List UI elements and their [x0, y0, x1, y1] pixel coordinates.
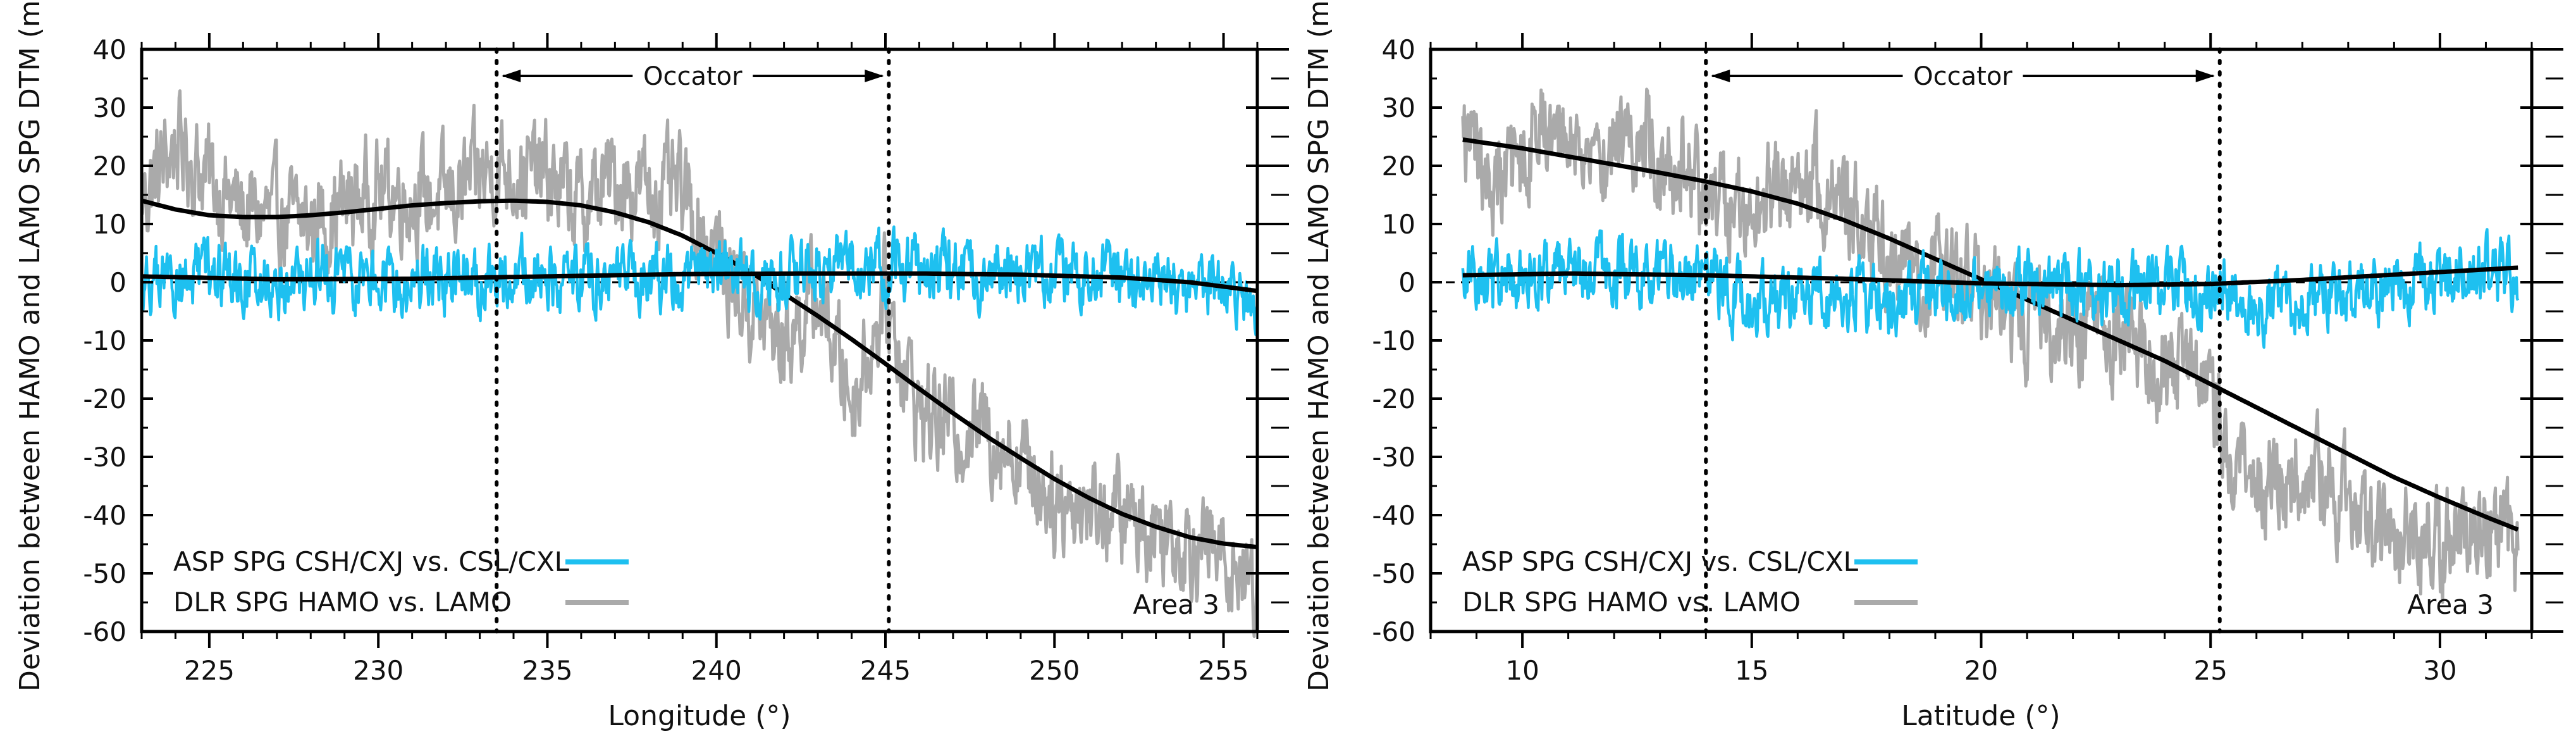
y-tick-label: -20 [83, 383, 126, 414]
y-tick-label: -40 [83, 500, 126, 531]
occator-region: Occator [1704, 47, 2222, 633]
y-tick-label: 20 [1382, 151, 1415, 182]
y-tick-label: 10 [93, 209, 126, 240]
x-tick-label: 225 [184, 655, 235, 686]
y-tick-label: -30 [83, 442, 126, 473]
series-3 [1462, 265, 2518, 288]
x-axis-label: Longitude (°) [608, 700, 791, 732]
arrowhead-left-icon [1711, 70, 1730, 82]
series-1 [141, 198, 1258, 550]
y-tick-label: 30 [1382, 92, 1415, 123]
x-axis-label: Latitude (°) [1901, 700, 2060, 732]
arrowhead-right-icon [2195, 70, 2215, 82]
x-tick-label: 250 [1029, 655, 1080, 686]
x-tick-label: 15 [1735, 655, 1768, 686]
area-label: Area 3 [2407, 589, 2494, 620]
y-tick-label: -60 [1372, 616, 1415, 647]
x-axis: 225 230 235 240 245 250 255 [140, 33, 1259, 686]
occator-label: Occator [1913, 62, 2012, 91]
chart-longitude: Occator -60 -50 -40 -30 -20 -10 0 10 20 30 40 225 230… [14, 0, 1289, 732]
legend-label: ASP SPG CSH/CXJ vs. CSL/CXL [1462, 546, 1859, 577]
y-tick-label: -40 [1372, 500, 1415, 531]
arrowhead-left-icon [502, 70, 521, 82]
x-tick-label: 255 [1198, 655, 1248, 686]
legend: ASP SPG CSH/CXJ vs. CSL/CXL DLR SPG HAMO … [173, 546, 629, 618]
y-tick-label: -50 [1372, 558, 1415, 589]
occator-region: Occator [495, 47, 891, 633]
chart-latitude: Occator -60 -50 -40 -30 -20 -10 0 10 20 30 40 10 15 20… [1303, 0, 2563, 732]
arrowhead-right-icon [865, 70, 884, 82]
x-tick-label: 25 [2193, 655, 2227, 686]
x-tick-label: 30 [2423, 655, 2456, 686]
y-tick-label: 0 [109, 267, 126, 298]
y-tick-label: -60 [83, 616, 126, 647]
y-tick-label: 40 [1382, 34, 1415, 65]
series-2 [1461, 228, 2520, 349]
y-tick-label: 20 [93, 151, 126, 182]
legend-label: DLR SPG HAMO vs. LAMO [173, 587, 512, 618]
occator-label: Occator [643, 62, 743, 91]
x-tick-label: 10 [1505, 655, 1539, 686]
fit-line-3 [1462, 265, 2518, 288]
y-tick-label: 30 [93, 92, 126, 123]
fit-line-3 [141, 271, 1258, 294]
y-tick-label: -30 [1372, 442, 1415, 473]
y-tick-label: 40 [93, 34, 126, 65]
y-axis: -60 -50 -40 -30 -20 -10 0 10 20 30 40 [1372, 34, 2563, 647]
x-tick-label: 245 [860, 655, 911, 686]
x-axis: 10 15 20 25 30 [1429, 33, 2533, 686]
series-3 [141, 271, 1258, 294]
y-tick-label: 10 [1382, 209, 1415, 240]
y-tick-label: -50 [83, 558, 126, 589]
y-tick-label: 0 [1398, 267, 1415, 298]
area-label: Area 3 [1133, 589, 1219, 620]
legend-label: DLR SPG HAMO vs. LAMO [1462, 587, 1801, 618]
legend-label: ASP SPG CSH/CXJ vs. CSL/CXL [173, 546, 570, 577]
x-tick-label: 20 [1964, 655, 1998, 686]
y-tick-label: -20 [1372, 383, 1415, 414]
y-axis-label: Deviation between HAMO and LAMO SPG DTM … [1303, 0, 1335, 692]
fit-line-1 [141, 198, 1258, 550]
x-tick-label: 235 [522, 655, 572, 686]
series-line-2 [1461, 228, 2520, 349]
y-axis: -60 -50 -40 -30 -20 -10 0 10 20 30 40 [83, 34, 1289, 647]
x-tick-label: 240 [691, 655, 742, 686]
y-tick-label: -10 [83, 325, 126, 356]
y-tick-label: -10 [1372, 325, 1415, 356]
legend: ASP SPG CSH/CXJ vs. CSL/CXL DLR SPG HAMO … [1462, 546, 1918, 618]
y-axis-label: Deviation between HAMO and LAMO SPG DTM … [14, 0, 46, 692]
x-tick-label: 230 [353, 655, 404, 686]
